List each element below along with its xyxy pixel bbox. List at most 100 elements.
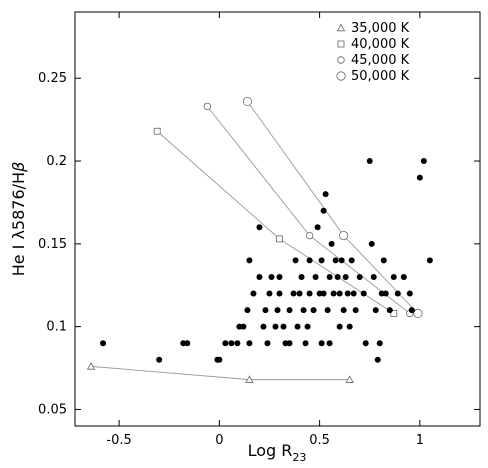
observed-points — [100, 158, 433, 363]
data-point — [274, 307, 281, 314]
legend-label: 45,000 K — [351, 53, 410, 68]
data-point — [156, 356, 163, 363]
data-point — [266, 290, 273, 297]
data-point — [246, 340, 253, 347]
legend: 35,000 K40,000 K45,000 K50,000 K — [336, 21, 410, 84]
x-axis-title: Log R23 — [248, 441, 307, 464]
data-point — [362, 340, 369, 347]
data-point — [310, 307, 317, 314]
data-point — [300, 307, 307, 314]
data-point — [276, 273, 283, 280]
y-tick-label: 0.15 — [38, 237, 67, 252]
data-point — [268, 273, 275, 280]
model-marker — [345, 375, 354, 383]
x-tick-label: 0 — [215, 433, 223, 448]
data-point — [302, 340, 309, 347]
data-point — [322, 191, 329, 198]
data-point — [100, 340, 107, 347]
data-point — [256, 273, 263, 280]
data-point — [348, 257, 355, 264]
legend-label: 50,000 K — [351, 69, 410, 84]
data-point — [326, 340, 333, 347]
model-marker — [153, 127, 161, 135]
model-lines — [91, 101, 419, 381]
model-marker — [245, 375, 254, 383]
data-point — [382, 290, 389, 297]
data-point — [306, 257, 313, 264]
model-marker — [203, 102, 212, 111]
data-point — [376, 340, 383, 347]
data-point — [426, 257, 433, 264]
data-point — [394, 290, 401, 297]
model-marker — [86, 362, 96, 370]
legend-marker — [337, 40, 345, 48]
data-point — [234, 340, 241, 347]
data-point — [332, 257, 339, 264]
data-point — [370, 273, 377, 280]
data-point — [416, 174, 423, 181]
model-marker — [242, 96, 253, 107]
data-point — [352, 307, 359, 314]
y-axis-title: He I λ5876/Hβ — [9, 162, 28, 277]
data-point — [328, 240, 335, 247]
legend-label: 35,000 K — [351, 21, 410, 36]
plot-frame — [74, 11, 481, 427]
model-line — [156, 130, 395, 314]
data-point — [276, 290, 283, 297]
model-line — [206, 106, 411, 314]
data-point — [296, 290, 303, 297]
data-point — [342, 273, 349, 280]
data-point — [318, 257, 325, 264]
y-axis-title-beta: β — [9, 162, 28, 173]
legend-marker — [336, 23, 346, 32]
data-point — [406, 290, 413, 297]
data-point — [338, 257, 345, 264]
data-point — [298, 273, 305, 280]
data-point — [250, 290, 257, 297]
data-point — [260, 323, 267, 330]
data-point — [366, 158, 373, 165]
axis-ticks — [75, 12, 480, 426]
data-point — [336, 323, 343, 330]
data-point — [264, 340, 271, 347]
data-point — [272, 323, 279, 330]
data-point — [318, 340, 325, 347]
data-point — [324, 307, 331, 314]
x-tick-label: 0.5 — [309, 433, 330, 448]
data-point — [420, 158, 427, 165]
data-point — [400, 273, 407, 280]
y-tick-label: 0.05 — [38, 402, 67, 417]
data-point — [244, 307, 251, 314]
data-point — [372, 307, 379, 314]
model-line — [91, 365, 350, 381]
data-point — [240, 323, 247, 330]
data-point — [340, 307, 347, 314]
data-point — [368, 240, 375, 247]
data-point — [290, 290, 297, 297]
data-point — [326, 273, 333, 280]
y-tick-label: 0.25 — [38, 71, 67, 86]
data-point — [304, 323, 311, 330]
data-point — [320, 207, 327, 214]
data-point — [344, 290, 351, 297]
model-marker — [390, 309, 398, 317]
model-marker — [339, 230, 349, 241]
data-point — [336, 290, 343, 297]
x-tick-label: 1 — [416, 433, 424, 448]
data-point — [390, 273, 397, 280]
data-point — [312, 273, 319, 280]
data-point — [330, 290, 337, 297]
data-point — [408, 307, 415, 314]
data-point — [350, 290, 357, 297]
x-axis-title-subscript: 23 — [292, 451, 306, 464]
data-point — [320, 290, 327, 297]
data-point — [380, 257, 387, 264]
data-point — [314, 224, 321, 231]
model-marker — [305, 231, 314, 240]
data-point — [222, 340, 229, 347]
data-point — [294, 323, 301, 330]
x-tick-label: -0.5 — [106, 433, 131, 448]
y-tick-label: 0.2 — [46, 154, 67, 169]
legend-marker — [337, 56, 345, 64]
